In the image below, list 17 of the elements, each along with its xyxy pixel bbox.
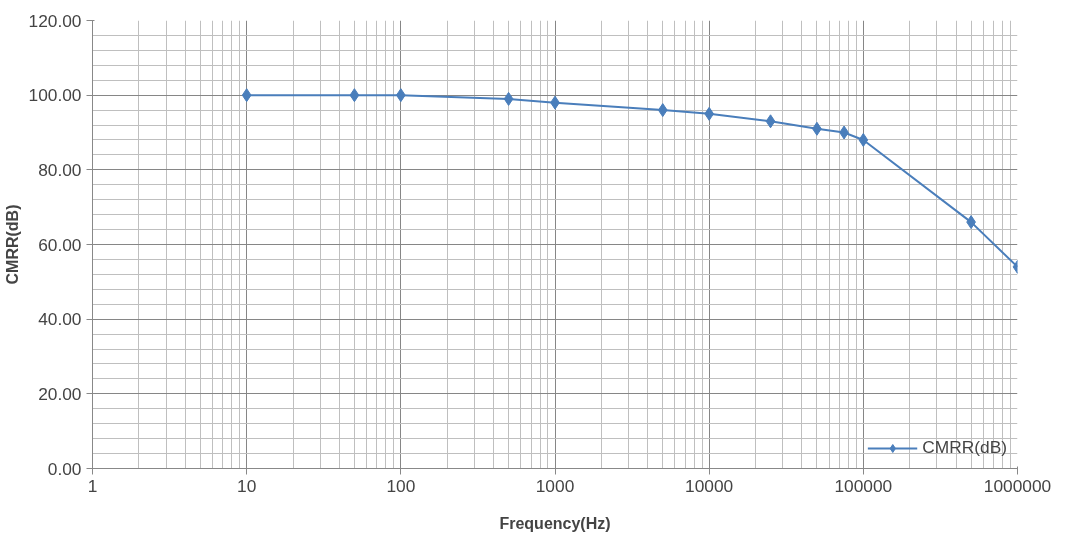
y-tick-label: 20.00 [38,383,82,404]
x-tick-label: 1000000 [983,475,1052,496]
y-tick-label: 80.00 [38,159,82,180]
legend-label: CMRR(dB) [922,437,1007,458]
y-tick-label: 100.00 [28,85,82,106]
y-tick-label: 120.00 [28,10,82,31]
x-tick-label: 10000 [685,475,734,496]
x-tick-label: 1 [87,475,98,496]
x-tick-label: 1000 [535,475,575,496]
y-tick-label: 0.00 [47,458,82,479]
x-axis-title: Frequency(Hz) [499,514,611,532]
x-tick-label: 10 [237,475,257,496]
y-tick-label: 40.00 [38,309,82,330]
x-tick-label: 100000 [834,475,893,496]
x-tick-label: 100 [386,475,416,496]
y-axis-title: CMRR(dB) [3,204,21,285]
y-tick-label: 60.00 [38,234,82,255]
